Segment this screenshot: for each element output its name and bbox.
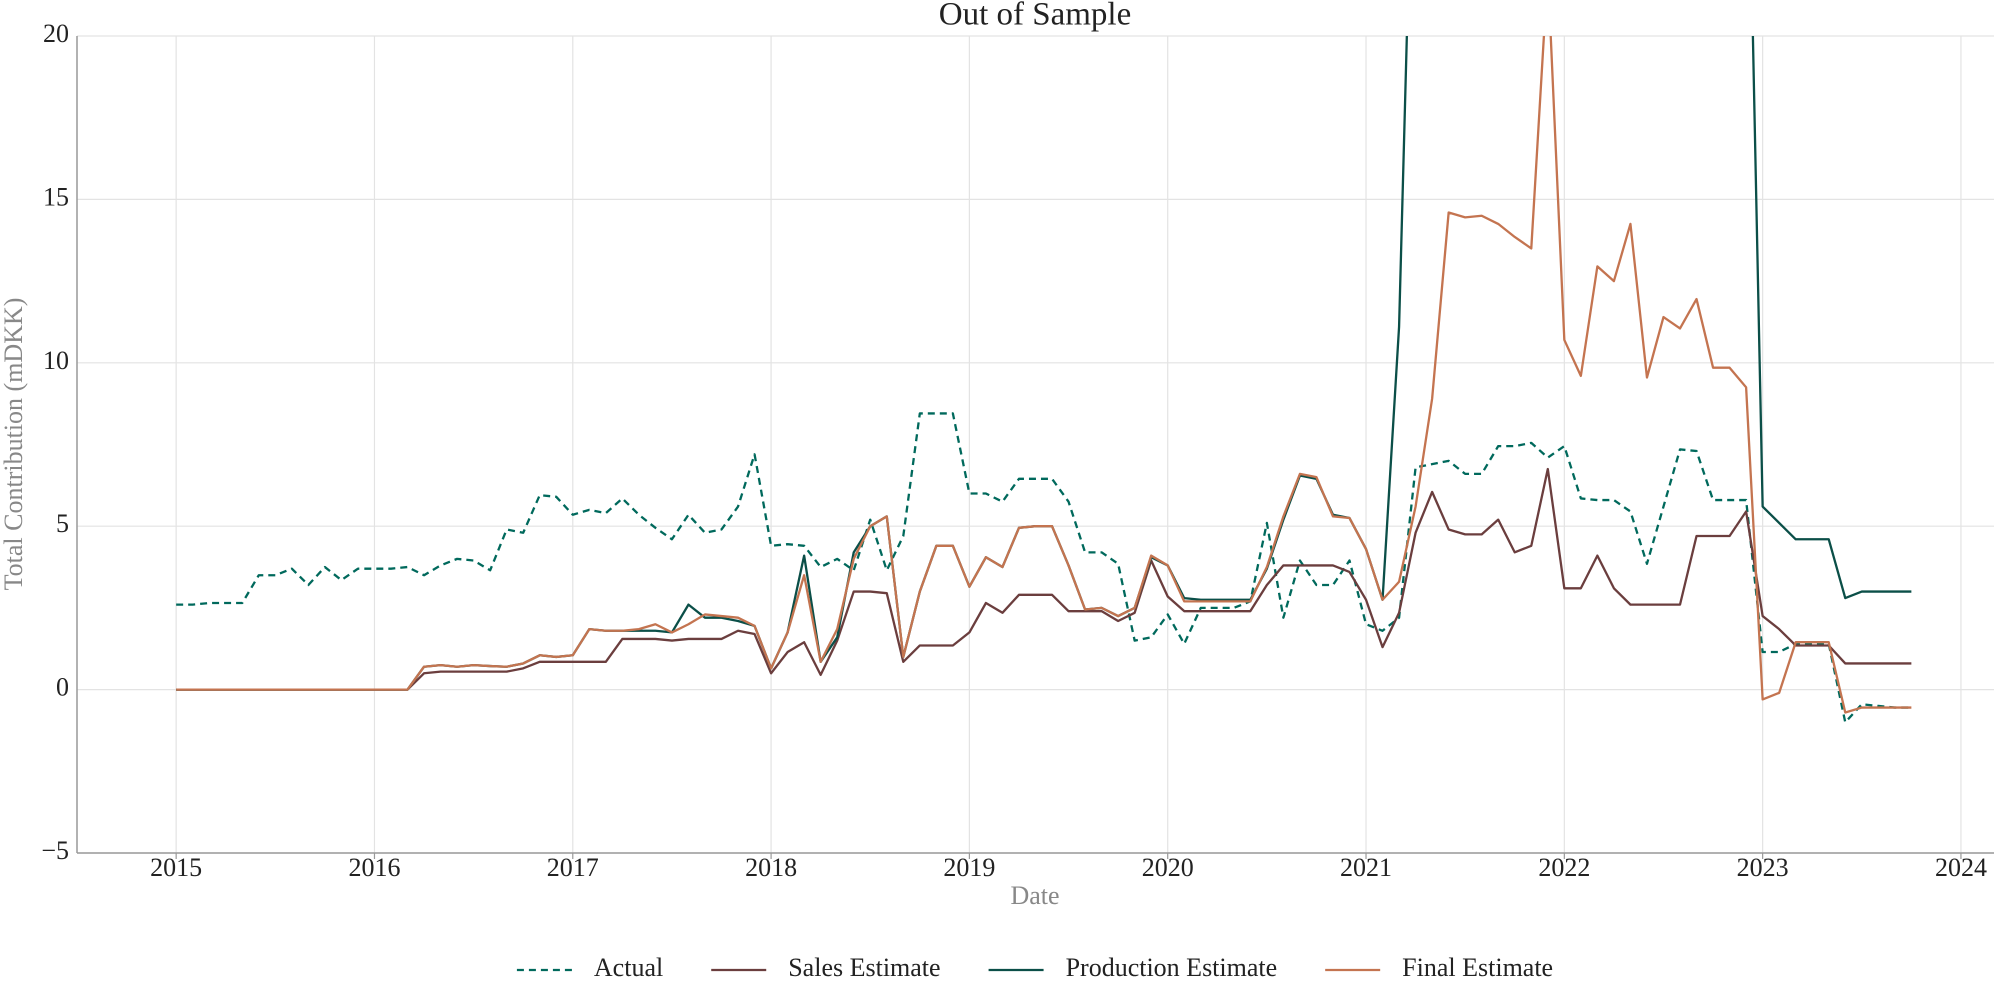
x-tick-label: 2020 <box>1142 853 1194 882</box>
x-tick-label: 2021 <box>1340 853 1392 882</box>
plot-area <box>176 36 1912 724</box>
series-line <box>176 412 1912 724</box>
y-tick-label: 20 <box>43 19 69 48</box>
legend-label: Actual <box>594 953 663 982</box>
y-tick-label: 0 <box>56 673 69 702</box>
series-line <box>176 36 1912 714</box>
x-tick-label: 2018 <box>745 853 797 882</box>
y-tick-label: 15 <box>43 182 69 211</box>
x-axis-label: Date <box>1010 881 1059 910</box>
y-tick-label: −5 <box>41 836 69 865</box>
x-tick-label: 2022 <box>1538 853 1590 882</box>
legend-label: Final Estimate <box>1402 953 1553 982</box>
chart-title: Out of Sample <box>939 0 1131 33</box>
x-tick-label: 2024 <box>1935 853 1987 882</box>
legend-label: Sales Estimate <box>788 953 940 982</box>
y-tick-label: 5 <box>56 509 69 538</box>
series-line <box>176 36 1912 691</box>
x-tick-label: 2019 <box>943 853 995 882</box>
series-line <box>176 467 1912 691</box>
x-tick-label: 2017 <box>547 853 599 882</box>
legend-label: Production Estimate <box>1066 953 1278 982</box>
x-tick-label: 2023 <box>1737 853 1789 882</box>
grid: −5 0 5 10 15 20 2015 2016 2017 2018 2019 2020 2021 20… <box>41 19 1994 882</box>
x-tick-label: 2015 <box>150 853 202 882</box>
y-axis-label: Total Contribution (mDKK) <box>0 298 28 591</box>
x-tick-label: 2016 <box>348 853 400 882</box>
y-tick-label: 10 <box>43 346 69 375</box>
legend: Actual Sales Estimate Production Estimate F… <box>516 953 1553 982</box>
